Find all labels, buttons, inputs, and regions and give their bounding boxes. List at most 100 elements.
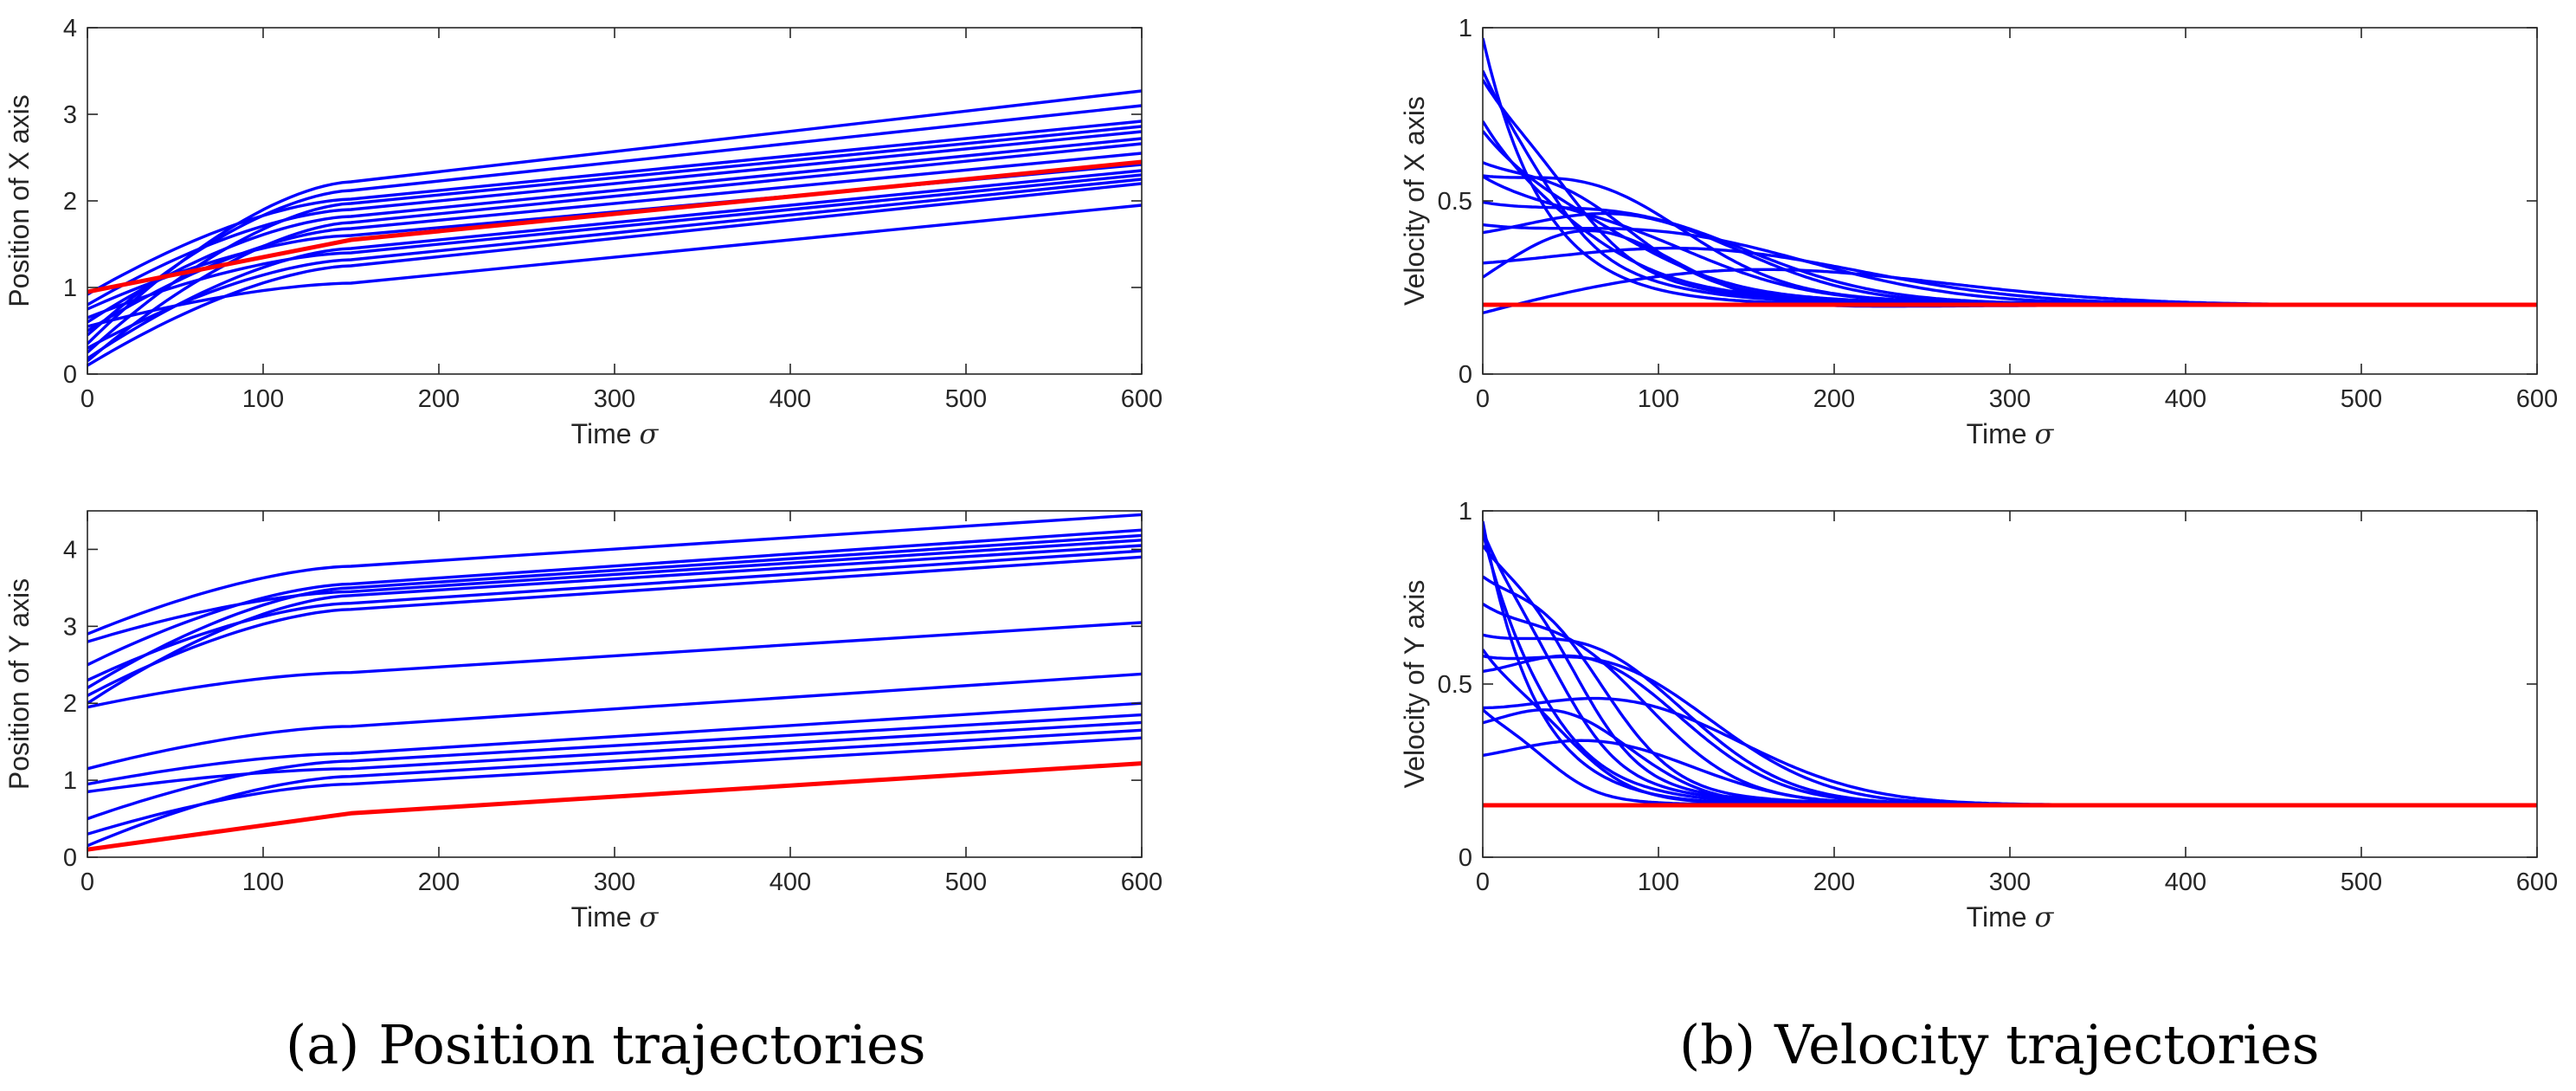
- x-axis-label: Time σ: [571, 901, 660, 933]
- leader-line: [87, 159, 1142, 294]
- follower-line-9: [87, 163, 1142, 311]
- y-tick-label: 0: [1459, 844, 1472, 872]
- x-axis-label-symbol: σ: [639, 901, 659, 933]
- caption-b-tag: (b): [1679, 1013, 1756, 1076]
- y-tick-label: 3: [63, 613, 77, 641]
- x-tick-label: 0: [80, 385, 94, 413]
- y-tick-label: 3: [63, 101, 77, 129]
- y-tick-label: 4: [63, 536, 77, 564]
- x-tick-label: 300: [1989, 868, 2031, 896]
- series-group: [87, 513, 1142, 852]
- caption-b-text: Velocity trajectories: [1774, 1013, 2320, 1076]
- x-tick-label: 500: [945, 868, 987, 896]
- x-tick-label: 500: [945, 385, 987, 413]
- follower-line-8: [87, 152, 1142, 332]
- follower-line-1: [1483, 520, 2537, 807]
- x-axis-label-text: Time: [1967, 418, 2035, 449]
- y-tick-label: 2: [63, 690, 77, 718]
- y-tick-label: 1: [63, 767, 77, 795]
- x-tick-label: 100: [1638, 385, 1679, 413]
- x-axis-label-text: Time: [571, 418, 640, 449]
- y-axis-label: Position of Y axis: [3, 578, 35, 790]
- x-axis-label-symbol: σ: [2034, 901, 2054, 933]
- y-tick-label: 0.5: [1438, 188, 1472, 216]
- follower-line-3: [1483, 79, 2537, 307]
- follower-line-3: [87, 119, 1142, 296]
- chart-pos-x: 0 100 200 300 400 500 600 0 1 2 3 4 Time σ Position o…: [3, 15, 1162, 450]
- y-axis-label: Velocity of X axis: [1399, 96, 1430, 306]
- x-tick-label: 400: [770, 868, 811, 896]
- y-axis-label: Position of X axis: [3, 94, 35, 307]
- x-tick-label: 500: [2341, 868, 2382, 896]
- x-axis-label: Time σ: [571, 417, 660, 450]
- x-tick-label: 200: [1813, 868, 1855, 896]
- y-tick-label: 2: [63, 188, 77, 216]
- x-tick-label: 300: [594, 868, 635, 896]
- x-tick-label: 300: [1989, 385, 2031, 413]
- leader-line: [87, 761, 1142, 852]
- y-axis-label: Velocity of Y axis: [1399, 580, 1430, 789]
- series-group: [87, 89, 1142, 367]
- follower-line-9: [87, 672, 1142, 771]
- x-tick-label: 100: [1638, 868, 1679, 896]
- y-tick-label: 1: [63, 274, 77, 302]
- axes-box: [1482, 27, 2538, 375]
- follower-line-2: [87, 104, 1142, 337]
- x-tick-label: 100: [242, 868, 284, 896]
- y-tick-label: 1: [1459, 15, 1472, 42]
- follower-line-12: [87, 178, 1142, 350]
- follower-line-14: [87, 203, 1142, 328]
- x-axis-label-text: Time: [1967, 901, 2035, 933]
- y-tick-label: 4: [63, 15, 77, 42]
- follower-line-9: [1483, 654, 2537, 807]
- caption-a: (a) Position trajectories: [286, 1013, 926, 1076]
- x-tick-label: 200: [418, 868, 460, 896]
- x-tick-label: 600: [2516, 868, 2558, 896]
- y-tick-label: 0: [63, 844, 77, 872]
- x-axis-label-symbol: σ: [2034, 417, 2054, 450]
- follower-line-13: [87, 728, 1142, 848]
- follower-line-14: [87, 736, 1142, 836]
- follower-line-10: [87, 169, 1142, 360]
- x-tick-label: 0: [1476, 385, 1490, 413]
- x-tick-label: 200: [418, 385, 460, 413]
- follower-line-8: [1483, 655, 2537, 807]
- follower-line-8: [87, 621, 1142, 709]
- x-tick-label: 600: [1121, 868, 1162, 896]
- follower-line-3: [87, 533, 1142, 689]
- chart-vel-x: 0 100 200 300 400 500 600 0 0.5 1 Time σ Velocity o…: [1399, 15, 2558, 450]
- follower-line-6: [87, 549, 1142, 682]
- caption-b: (b) Velocity trajectories: [1679, 1013, 2320, 1076]
- series-group: [1483, 520, 2537, 808]
- follower-line-11: [87, 713, 1142, 821]
- y-tick-label: 0: [63, 361, 77, 389]
- x-tick-label: 500: [2341, 385, 2382, 413]
- caption-a-tag: (a): [286, 1013, 360, 1076]
- follower-line-1: [87, 513, 1142, 636]
- follower-line-1: [87, 89, 1142, 345]
- follower-line-5: [87, 130, 1142, 307]
- follower-line-2: [87, 528, 1142, 667]
- follower-line-7: [1483, 633, 2537, 807]
- caption-a-text: Position trajectories: [378, 1013, 926, 1076]
- x-tick-label: 300: [594, 385, 635, 413]
- follower-line-12: [87, 720, 1142, 794]
- x-tick-label: 0: [1476, 868, 1490, 896]
- follower-line-5: [87, 544, 1142, 705]
- x-tick-label: 400: [2165, 868, 2206, 896]
- y-tick-label: 0.5: [1438, 671, 1472, 699]
- follower-line-4: [87, 539, 1142, 643]
- y-tick-label: 1: [1459, 498, 1472, 526]
- x-tick-label: 200: [1813, 385, 1855, 413]
- x-axis-label-text: Time: [571, 901, 640, 933]
- follower-line-5: [1483, 575, 2537, 807]
- x-tick-label: 100: [242, 385, 284, 413]
- x-axis-label: Time σ: [1967, 417, 2055, 450]
- chart-vel-y: 0 100 200 300 400 500 600 0 0.5 1 Time σ Velocity o…: [1399, 498, 2558, 933]
- x-axis-label-symbol: σ: [639, 417, 659, 450]
- follower-line-10: [87, 701, 1142, 786]
- x-tick-label: 400: [2165, 385, 2206, 413]
- chart-pos-y: 0 100 200 300 400 500 600 0 1 2 3 4 Time σ Position o…: [3, 510, 1162, 933]
- follower-line-7: [87, 555, 1142, 697]
